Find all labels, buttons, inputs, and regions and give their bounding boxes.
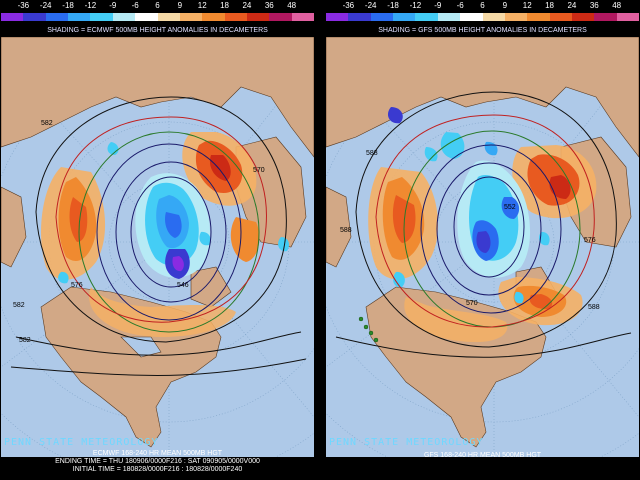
scale-labels: -36 -24 -18 -12 -9 -6 6 9 12 18 24 36 48 <box>1 1 314 11</box>
svg-text:582: 582 <box>41 120 53 127</box>
scale-label: -9 <box>109 1 117 10</box>
scale-swatch <box>1 13 24 21</box>
scale-label: -24 <box>39 1 52 10</box>
caption-line-3: INITIAL TIME = 180828/0000F216 : 180828/… <box>72 466 243 473</box>
svg-text:576: 576 <box>584 237 596 244</box>
scale-swatch <box>45 13 69 21</box>
scale-label: -9 <box>434 1 442 10</box>
contour-labels: 588 552 576 570 588 588 <box>340 150 600 311</box>
penn-state-brand: PENN STATE METEOROLOGY <box>329 437 484 448</box>
scale-swatch <box>112 13 136 21</box>
scale-label: -6 <box>456 1 464 10</box>
anomaly-shading <box>41 132 289 337</box>
svg-text:582: 582 <box>19 337 31 344</box>
scale-swatch <box>571 13 595 21</box>
caption-line-1: GFS 168-240 HR MEAN 500MB HGT <box>423 452 542 459</box>
svg-text:570: 570 <box>466 300 478 307</box>
scale-swatch <box>437 13 461 21</box>
svg-text:552: 552 <box>504 204 516 211</box>
scale-label: 24 <box>242 1 252 10</box>
scale-swatch <box>393 13 416 21</box>
scale-swatch <box>269 13 292 21</box>
scale-label: 9 <box>177 1 183 10</box>
scale-swatch <box>482 13 505 21</box>
ecmwf-panel: -36 -24 -18 -12 -9 -6 6 9 12 18 24 36 48 SHADING = E… <box>1 0 315 480</box>
scale-swatch <box>23 13 46 21</box>
map-title: SHADING = GFS 500MB HEIGHT ANOMALIES IN … <box>378 27 587 34</box>
scale-swatch <box>90 13 113 21</box>
scale-swatch <box>224 13 247 21</box>
svg-text:582: 582 <box>13 302 25 309</box>
scale-swatch <box>594 13 617 21</box>
scale-label: 12 <box>522 1 532 10</box>
scale-label: 48 <box>287 1 297 10</box>
scale-swatch <box>504 13 528 21</box>
scale-label: 6 <box>155 1 160 10</box>
scale-label: -18 <box>62 1 74 10</box>
penn-state-brand: PENN STATE METEOROLOGY <box>4 437 159 448</box>
scale-swatch <box>527 13 550 21</box>
anomaly-color-scale: -36 -24 -18 -12 -9 -6 6 9 12 18 24 36 48 <box>1 0 315 24</box>
scale-label: 36 <box>589 1 599 10</box>
ecmwf-map: 582 576 570 546 582 582 <box>1 37 314 457</box>
scale-label: -18 <box>387 1 399 10</box>
scale-label: 6 <box>480 1 485 10</box>
scale-label: 48 <box>612 1 622 10</box>
scale-swatch <box>415 13 438 21</box>
scale-label: -12 <box>409 1 422 10</box>
scale-swatch <box>135 13 158 21</box>
scale-label: 36 <box>264 1 274 10</box>
scale-label: -36 <box>17 1 30 10</box>
svg-text:588: 588 <box>340 227 352 234</box>
scale-swatch <box>202 13 225 21</box>
caption-line-1: ECMWF 168-240 HR MEAN 500MB HGT <box>92 450 223 457</box>
svg-text:576: 576 <box>71 282 83 289</box>
svg-text:588: 588 <box>588 304 600 311</box>
scale-label: 24 <box>567 1 577 10</box>
anomaly-color-scale: -36 -24 -18 -12 -9 -6 6 9 12 18 24 36 48 <box>326 0 640 24</box>
caption-line-2: ENDING TIME = THU 180906/0000F216 : SAT … <box>55 458 260 465</box>
scale-swatch <box>179 13 203 21</box>
scale-labels: -36 -24 -18 -12 -9 -6 6 9 12 18 24 36 48 <box>326 1 639 11</box>
scale-bar <box>326 13 640 21</box>
scale-swatch <box>348 13 371 21</box>
scale-label: -24 <box>364 1 377 10</box>
scale-swatch <box>616 13 640 21</box>
scale-swatch <box>460 13 483 21</box>
scale-label: 18 <box>220 1 230 10</box>
height-contours <box>10 96 307 376</box>
scale-label: -6 <box>131 1 139 10</box>
height-contours <box>335 91 632 358</box>
scale-label: -12 <box>84 1 97 10</box>
gfs-panel: -36 -24 -18 -12 -9 -6 6 9 12 18 24 36 48 SHADING = G… <box>326 0 640 480</box>
scale-swatch <box>246 13 270 21</box>
scale-label: -36 <box>342 1 355 10</box>
contour-labels: 582 576 570 546 582 582 <box>13 120 265 344</box>
scale-swatch <box>370 13 394 21</box>
scale-swatch <box>291 13 315 21</box>
gfs-map: 588 552 576 570 588 588 <box>326 37 639 457</box>
scale-swatch <box>326 13 349 21</box>
scale-swatch <box>157 13 180 21</box>
scale-label: 18 <box>545 1 555 10</box>
svg-text:546: 546 <box>177 282 189 289</box>
scale-label: 12 <box>197 1 207 10</box>
svg-text:570: 570 <box>253 167 265 174</box>
scale-swatch <box>68 13 91 21</box>
anomaly-shading <box>368 107 597 342</box>
scale-swatch <box>549 13 572 21</box>
scale-bar <box>1 13 315 21</box>
map-title: SHADING = ECMWF 500MB HEIGHT ANOMALIES I… <box>47 27 268 34</box>
scale-label: 9 <box>502 1 508 10</box>
svg-text:588: 588 <box>366 150 378 157</box>
island-chain <box>358 316 379 343</box>
